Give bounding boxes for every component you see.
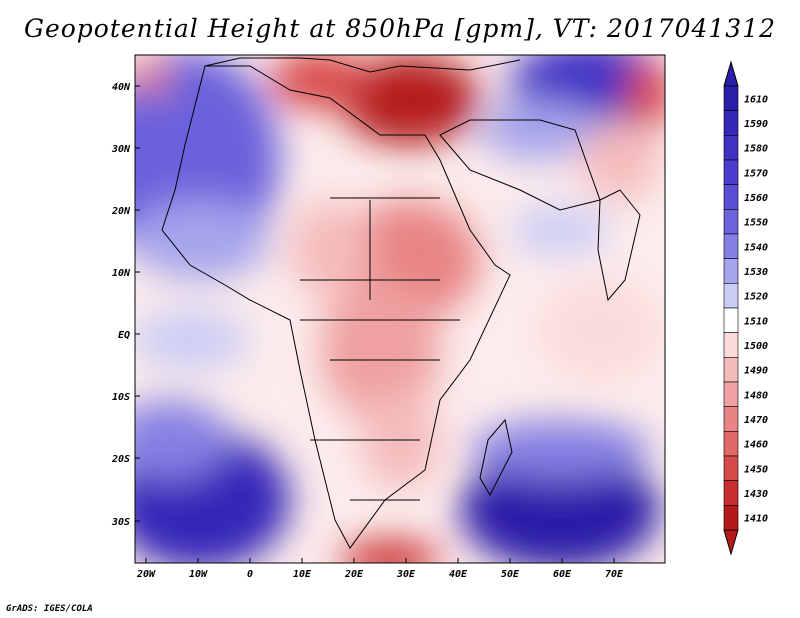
colorbar-swatch [723,209,739,235]
plot-frame [134,54,666,564]
colorbar-swatch [723,505,739,531]
lon-label: 30E [396,569,416,580]
europe-coastline [204,57,521,73]
colorbar-label: 1540 [744,242,768,253]
lon-label: 10E [293,569,312,580]
colorbar-label: 1430 [744,489,768,500]
lon-label: 10W [189,569,208,580]
coastlines [161,57,641,549]
colorbar-label: 1510 [744,316,768,327]
lon-labels: 20W 10W 0 10E 20E 30E 40E 50E 60E 70E [136,569,624,580]
lat-label: 40N [112,82,131,93]
colorbar-swatch [723,480,739,506]
colorbar-swatch [723,357,739,383]
lon-label: 40E [449,569,468,580]
central-africa-borders [300,319,460,501]
colorbar-swatch [723,184,739,210]
colorbar: 1610 1590 1580 1570 1560 1550 1540 1530 1520 1510… [723,60,768,556]
sudan-border [300,197,440,300]
colorbar-top-arrow [723,60,739,87]
colorbar-label: 1560 [744,193,768,204]
credit-text: GrADS: IGES/COLA [6,604,93,614]
colorbar-bottom-arrow [723,529,739,556]
lat-label: 30N [111,144,131,155]
lon-label: 50E [501,569,520,580]
lon-label: 70E [605,569,624,580]
lat-label: 10S [112,392,130,403]
madagascar-coastline [479,418,513,497]
colorbar-label: 1480 [744,390,768,401]
colorbar-label: 1590 [744,119,768,130]
colorbar-swatch [723,455,739,481]
lat-label: EQ [118,330,130,341]
lat-label: 30S [111,517,130,528]
map-title: Geopotential Height at 850hPa [gpm], VT:… [23,14,777,43]
colorbar-label: 1460 [744,440,768,451]
lat-label: 20S [111,454,130,465]
lat-label: 20N [111,206,131,217]
lat-label: 10N [112,268,131,279]
colorbar-label: 1520 [744,292,768,303]
colorbar-swatch [723,406,739,432]
lon-label: 20E [344,569,364,580]
colorbar-swatch [723,110,739,136]
colorbar-swatch [723,85,739,111]
lon-label: 20W [136,569,156,580]
colorbar-swatch [723,135,739,161]
colorbar-swatch [723,381,739,407]
colorbar-label: 1470 [744,415,768,426]
colorbar-label: 1410 [744,514,768,525]
colorbar-swatch [723,159,739,185]
colorbar-label: 1500 [744,341,768,352]
colorbar-label: 1530 [744,267,768,278]
colorbar-label: 1490 [744,366,768,377]
colorbar-swatch [723,431,739,457]
lon-label: 0 [247,569,253,580]
colorbar-label: 1610 [744,94,768,105]
lat-labels: 40N 30N 20N 10N EQ 10S 20S 30S [111,82,131,528]
colorbar-label: 1450 [744,464,768,475]
colorbar-swatch [723,233,739,259]
colorbar-swatch [723,307,739,333]
colorbar-label: 1570 [744,168,768,179]
height-field [135,55,665,563]
africa-coastline [161,65,511,549]
colorbar-label: 1550 [744,218,768,229]
colorbar-label: 1580 [744,144,768,155]
colorbar-swatch [723,283,739,309]
tick-marks [135,85,615,563]
india-coastline [597,189,641,302]
lon-label: 60E [553,569,572,580]
colorbar-swatch [723,258,739,284]
colorbar-swatch [723,332,739,358]
